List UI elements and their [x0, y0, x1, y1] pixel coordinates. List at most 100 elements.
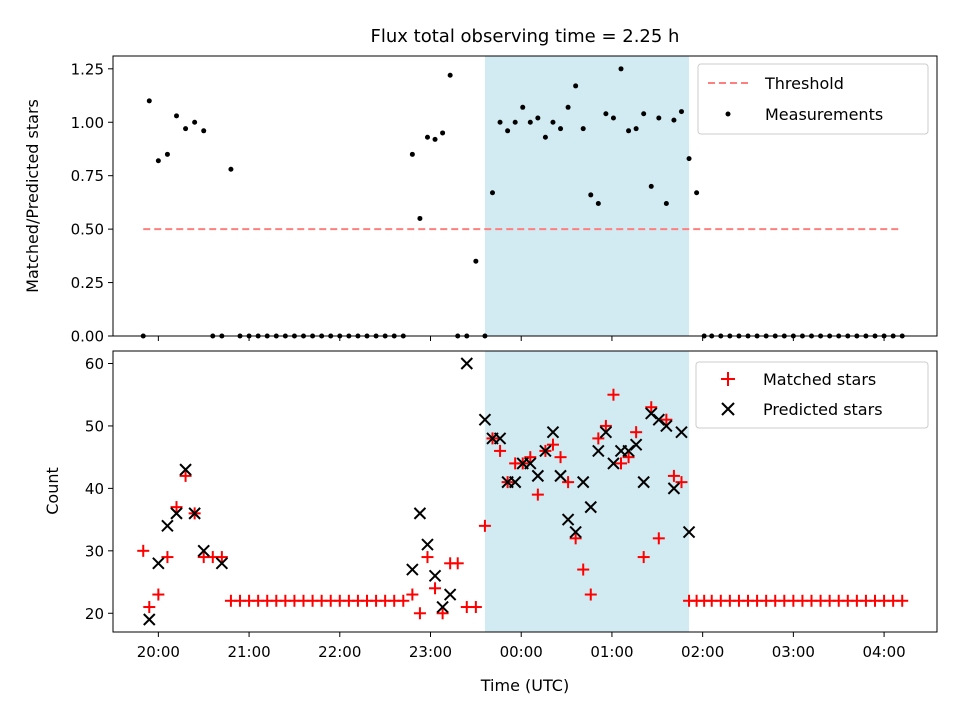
top-axes-frame — [112, 55, 938, 337]
measurement-point — [192, 119, 198, 125]
matched-star-marker — [170, 501, 183, 514]
x-tick-label: 21:00 — [227, 643, 270, 661]
x-tick-label: 01:00 — [590, 643, 633, 661]
measurement-point — [183, 126, 189, 132]
matched-star-marker — [577, 563, 590, 576]
measurement-point — [686, 156, 692, 162]
x-tick-label: 23:00 — [409, 643, 452, 661]
predicted-star-marker — [682, 525, 696, 539]
predicted-star-marker — [436, 600, 449, 614]
top-y-axis-label: Matched/Predicted stars — [23, 99, 42, 293]
x-tick-label: 02:00 — [681, 643, 724, 661]
y-tick-label: 30 — [85, 542, 104, 560]
measurement-point — [228, 166, 234, 172]
measurement-point — [641, 111, 647, 117]
matched-star-marker — [531, 488, 544, 501]
matched-star-marker — [524, 451, 537, 464]
measurement-point — [663, 200, 669, 206]
matched-star-marker — [421, 551, 434, 564]
predicted-star-marker — [584, 500, 597, 514]
bottom-axes-frame — [112, 350, 938, 633]
x-tick-label: 20:00 — [137, 643, 180, 661]
measurement-point — [588, 192, 594, 198]
y-tick-label: 20 — [85, 605, 104, 623]
measurement-point — [201, 128, 207, 134]
matched-star-marker — [599, 419, 612, 432]
predicted-star-marker — [428, 569, 442, 583]
predicted-star-marker — [561, 513, 575, 526]
predicted-star-marker — [421, 538, 434, 551]
x-tick-label: 04:00 — [862, 643, 905, 661]
measurement-point — [580, 126, 586, 132]
x-tick-label: 00:00 — [500, 643, 543, 661]
predicted-star-marker — [188, 507, 201, 520]
matched-star-marker — [546, 438, 559, 451]
chart-title: Flux total observing time = 2.25 h — [371, 26, 680, 47]
matched-star-marker — [215, 551, 228, 564]
matched-star-marker — [469, 601, 482, 614]
bottom-legend-box — [695, 361, 929, 429]
matched-star-marker — [562, 476, 575, 489]
matched-star-marker — [436, 607, 449, 620]
measurement-point — [656, 115, 662, 121]
measurement-point — [633, 126, 639, 132]
y-tick-label: 0.25 — [71, 274, 104, 292]
measurement-point — [558, 126, 564, 132]
top-series-layer — [140, 66, 905, 339]
measurement-point — [447, 72, 453, 78]
predicted-star-marker — [546, 425, 560, 439]
matched-star-marker — [554, 451, 567, 464]
predicted-star-marker — [637, 475, 650, 489]
matched-star-marker — [630, 426, 643, 439]
y-tick-label: 0.75 — [71, 167, 104, 185]
matched-star-marker — [137, 544, 150, 557]
measurement-point — [565, 104, 571, 110]
y-tick-label: 1.00 — [71, 114, 104, 132]
observing-window-shade — [484, 351, 690, 632]
matched-star-marker — [161, 551, 174, 564]
bottom-y-ticks: 20 30 40 50 60 — [85, 355, 113, 623]
x-tick-label: 03:00 — [772, 643, 815, 661]
matched-star-marker — [652, 532, 665, 545]
matched-star-marker — [406, 588, 419, 601]
predicted-star-marker — [215, 557, 229, 570]
predicted-star-marker — [493, 432, 507, 445]
measurement-point — [155, 158, 161, 164]
predicted-star-marker — [660, 419, 673, 433]
matched-star-marker — [429, 582, 442, 595]
matched-star-marker — [645, 401, 658, 414]
measurement-point — [573, 83, 579, 89]
y-tick-label: 50 — [85, 417, 104, 435]
matched-legend-swatch — [721, 372, 735, 386]
measurement-point — [440, 130, 446, 136]
predicted-star-marker — [197, 544, 210, 558]
measurement-point — [618, 66, 624, 72]
matched-star-marker — [478, 519, 491, 532]
matched-star-marker — [592, 432, 605, 445]
bottom-series-layer — [137, 357, 909, 626]
measurement-point — [694, 190, 700, 196]
measurement-point — [671, 117, 677, 123]
predicted-legend-swatch — [721, 402, 735, 416]
y-tick-label: 0.50 — [71, 221, 104, 239]
y-tick-label: 40 — [85, 480, 104, 498]
threshold-legend-label: Threshold — [764, 74, 844, 93]
measurement-point — [417, 215, 423, 221]
measurement-point — [626, 128, 632, 134]
measurement-point — [520, 104, 526, 110]
measurement-point — [164, 151, 170, 157]
measurements-legend-swatch — [725, 111, 731, 117]
measurement-point — [505, 128, 511, 134]
measurement-point — [595, 200, 601, 206]
top-legend: Threshold Measurements — [697, 63, 929, 135]
predicted-star-marker — [539, 444, 552, 458]
bottom-y-axis-label: Count — [43, 467, 62, 515]
matched-star-marker — [569, 532, 582, 545]
x-axis-label: Time (UTC) — [480, 676, 569, 695]
measurement-point — [678, 109, 684, 115]
matched-legend-label: Matched stars — [763, 370, 876, 389]
measurement-point — [409, 151, 415, 157]
matched-star-marker — [152, 588, 165, 601]
matched-star-marker — [637, 551, 650, 564]
